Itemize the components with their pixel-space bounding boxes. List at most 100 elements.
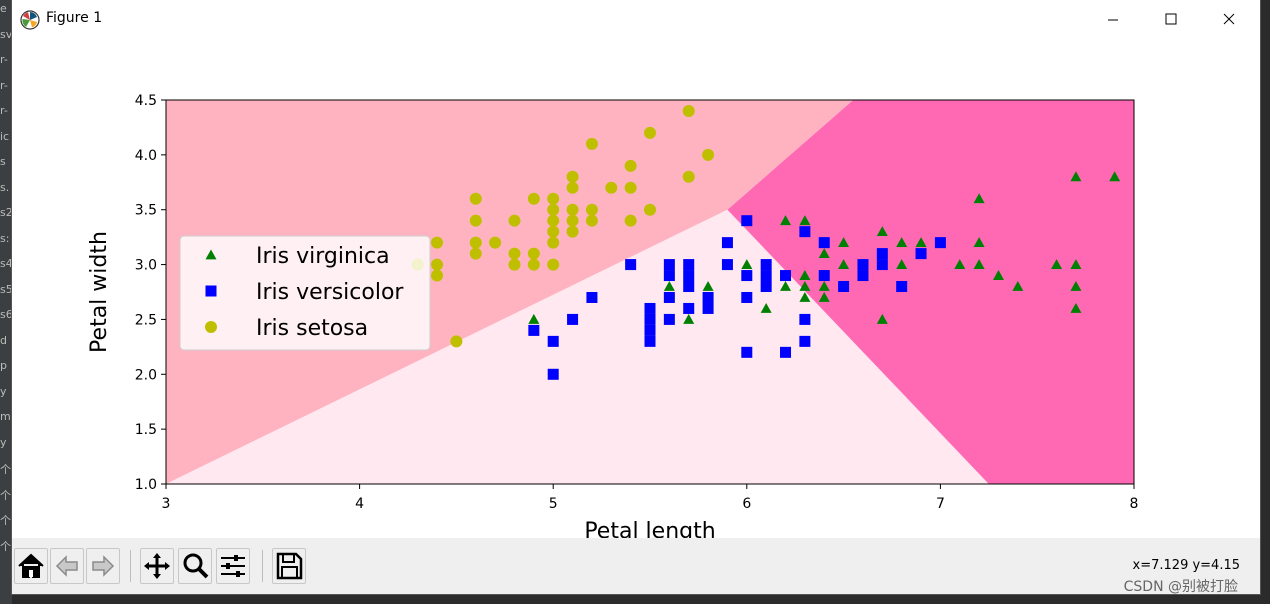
iris-virginica-point bbox=[741, 259, 753, 269]
iris-virginica-point bbox=[799, 291, 811, 302]
iris-virginica-point bbox=[760, 302, 772, 313]
close-button[interactable] bbox=[1200, 0, 1258, 40]
iris-virginica-point bbox=[780, 281, 792, 291]
side-strip-text: sv bbox=[0, 27, 12, 41]
iris-setosa-point bbox=[702, 148, 715, 161]
iris-setosa-point bbox=[644, 203, 656, 216]
iris-versicolor-point bbox=[799, 226, 811, 238]
side-strip-text: ic bbox=[0, 129, 10, 143]
iris-versicolor-point bbox=[760, 259, 772, 271]
iris-versicolor-point bbox=[799, 335, 811, 347]
iris-versicolor-point bbox=[799, 313, 811, 325]
iris-virginica-point bbox=[915, 237, 927, 248]
sliders-icon bbox=[221, 555, 245, 577]
side-strip-text: e bbox=[0, 2, 7, 15]
x-tick-label: 3 bbox=[162, 496, 171, 512]
iris-setosa-point bbox=[566, 181, 579, 194]
iris-versicolor-point bbox=[760, 270, 772, 282]
iris-versicolor-point bbox=[741, 291, 753, 303]
minimize-icon bbox=[1108, 19, 1118, 21]
iris-setosa-point bbox=[489, 236, 502, 249]
x-axis-label: Petal length bbox=[584, 519, 715, 538]
iris-virginica-point bbox=[896, 259, 908, 269]
iris-setosa-point bbox=[547, 214, 560, 227]
y-tick-label: 2.5 bbox=[135, 312, 157, 328]
iris-versicolor-point bbox=[528, 324, 540, 336]
iris-setosa-point bbox=[547, 258, 560, 271]
legend-label: Iris setosa bbox=[256, 316, 368, 341]
y-tick-label: 3.5 bbox=[135, 203, 157, 219]
iris-setosa-point bbox=[508, 258, 521, 271]
maximize-button[interactable] bbox=[1142, 0, 1200, 40]
iris-setosa-point bbox=[508, 214, 521, 227]
iris-virginica-point bbox=[683, 313, 695, 324]
iris-versicolor-point bbox=[644, 313, 656, 325]
toolbar-separator bbox=[130, 550, 131, 582]
side-strip-text: s. bbox=[0, 180, 10, 194]
iris-virginica-point bbox=[818, 248, 830, 258]
side-strip-text: 个 bbox=[0, 463, 11, 476]
iris-setosa-point bbox=[527, 258, 540, 271]
iris-virginica-point bbox=[818, 281, 830, 291]
side-strip-text: p bbox=[0, 359, 7, 372]
y-tick-label: 1.5 bbox=[135, 422, 157, 438]
iris-virginica-point bbox=[838, 237, 850, 248]
iris-versicolor-point bbox=[780, 270, 792, 282]
iris-virginica-point bbox=[876, 313, 888, 324]
side-strip-text: m bbox=[0, 410, 11, 423]
iris-setosa-point bbox=[469, 192, 482, 205]
x-tick-label: 6 bbox=[742, 496, 751, 512]
zoom-button[interactable] bbox=[178, 548, 212, 584]
forward-button[interactable] bbox=[86, 548, 120, 584]
iris-setosa-point bbox=[566, 214, 579, 227]
iris-virginica-point bbox=[1070, 302, 1082, 313]
iris-versicolor-point bbox=[625, 259, 637, 271]
iris-virginica-point bbox=[876, 226, 888, 237]
iris-versicolor-point bbox=[683, 270, 695, 282]
arrow-left-icon bbox=[55, 555, 78, 577]
minimize-button[interactable] bbox=[1084, 0, 1142, 40]
iris-virginica-point bbox=[1070, 259, 1082, 269]
iris-versicolor-point bbox=[683, 259, 695, 271]
iris-setosa-point bbox=[624, 214, 637, 227]
back-button[interactable] bbox=[50, 548, 84, 584]
iris-setosa-point bbox=[547, 236, 560, 249]
iris-virginica-point bbox=[663, 281, 675, 291]
figure-canvas[interactable]: 3 4 5 6 7 8 1.0 1.5 2.0 2.5 3.0 3.5 4.0 4.5 Petal le… bbox=[12, 40, 1260, 538]
iris-versicolor-point bbox=[934, 237, 946, 249]
iris-setosa-point bbox=[624, 181, 637, 194]
side-strip-text: y bbox=[0, 435, 7, 449]
legend-marker bbox=[205, 249, 217, 260]
side-strip-text: s4 bbox=[0, 257, 12, 270]
setosa-region bbox=[166, 100, 854, 484]
side-strip-text: y bbox=[0, 384, 7, 398]
subplots-button[interactable] bbox=[216, 548, 250, 584]
side-strip-text: 个 bbox=[0, 488, 11, 502]
iris-versicolor-point bbox=[721, 259, 733, 271]
iris-versicolor-point bbox=[838, 281, 850, 293]
iris-virginica-point bbox=[1109, 171, 1121, 182]
side-strip-text: s bbox=[0, 155, 6, 168]
iris-setosa-point bbox=[644, 126, 656, 139]
legend-marker bbox=[205, 321, 217, 333]
iris-versicolor-point bbox=[644, 335, 656, 347]
iris-versicolor-point bbox=[702, 302, 714, 314]
iris-virginica-point bbox=[973, 193, 985, 204]
iris-versicolor-point bbox=[683, 281, 695, 293]
title-bar[interactable]: Figure 1 bbox=[12, 0, 1260, 41]
pan-button[interactable] bbox=[140, 548, 174, 584]
home-button[interactable] bbox=[14, 548, 48, 584]
y-axis-label: Petal width bbox=[87, 231, 112, 353]
iris-setosa-point bbox=[585, 214, 598, 227]
iris-versicolor-point bbox=[741, 346, 753, 358]
iris-setosa-point bbox=[585, 137, 598, 150]
side-strip-text: r- bbox=[0, 53, 8, 66]
iris-versicolor-point bbox=[857, 270, 869, 282]
maximize-icon bbox=[1165, 13, 1177, 25]
side-strip-text: s2 bbox=[0, 206, 12, 219]
side-strip-text: s: bbox=[0, 231, 10, 245]
move-icon bbox=[144, 553, 170, 579]
save-button[interactable] bbox=[272, 548, 306, 584]
iris-setosa-point bbox=[469, 236, 482, 249]
iris-setosa-point bbox=[624, 159, 637, 172]
